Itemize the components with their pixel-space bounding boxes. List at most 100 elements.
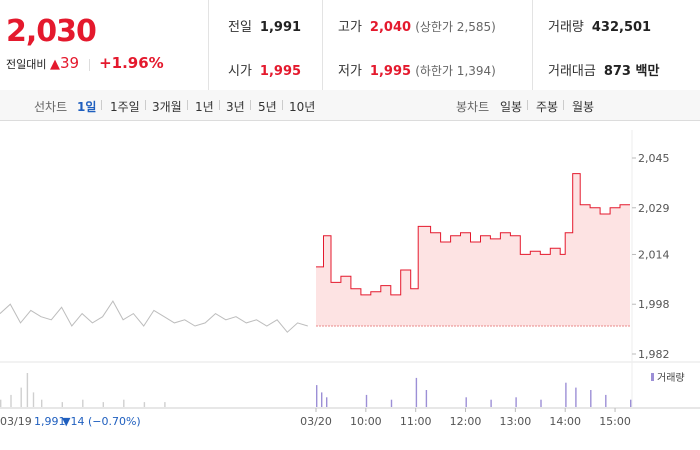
divider [101,100,102,110]
open-value: 1,995 [259,64,302,79]
tab-5y[interactable]: 5년 [258,100,277,114]
volume-label: 거래량 [548,20,584,35]
candle-chart-label: 봉차트 [456,100,490,114]
tab-3y[interactable]: 3년 [226,100,245,114]
x-tick-label: 13:00 [500,415,532,428]
divider [219,100,220,110]
up-triangle-icon: ▲ [49,57,60,72]
lower-limit: (하한가 1,394) [415,64,496,78]
prev-day-line [0,300,308,333]
volume-bar [515,397,517,407]
amount-value: 873 백만 [603,64,660,79]
divider [563,100,564,110]
y-tick-label: 2,045 [638,152,670,165]
low-stat: 저가 1,995 (하한가 1,394) [338,60,496,79]
y-tick-label: 1,982 [638,348,670,361]
volume-bar [465,397,467,407]
high-stat: 고가 2,040 (상한가 2,585) [338,16,496,35]
current-price: 2,030 [6,14,97,49]
tab-1d[interactable]: 1일 [77,100,97,114]
volume-bar [321,392,323,407]
chart-tab-bar: 선차트 1일 1주일 3개월 1년 3년 5년 10년 봉차트 일봉 주봉 월봉 [0,90,700,121]
x-tick-label: 12:00 [450,415,482,428]
change-row: 전일대비 ▲39 +1.96% [6,54,164,72]
volume-bar [365,394,368,407]
volume-bar [0,399,2,407]
tab-weekly-candle[interactable]: 주봉 [536,100,559,114]
volume-bar [565,382,567,407]
legend-swatch [651,373,654,381]
change-amount: 39 [59,54,80,72]
tab-3m[interactable]: 3개월 [152,100,182,114]
stock-summary: 2,030 전일대비 ▲39 +1.96% 전일 1,991 시가 1,995 고가… [0,0,700,91]
volume-bar [61,402,63,407]
volume-bar [102,402,104,407]
volume-bar [164,402,166,407]
prev-day-close: 1,991 [34,415,66,428]
open-stat: 시가 1,995 [228,60,301,79]
x-tick-label: 11:00 [400,415,432,428]
prev-day-change: ▼14 (−0.70%) [62,415,141,428]
x-tick-label: 15:00 [599,415,631,428]
open-label: 시가 [228,64,252,79]
change-label: 전일대비 [6,58,47,71]
amount-label: 거래대금 [548,64,596,79]
volume-bar [630,399,632,407]
x-tick-label: 10:00 [350,415,382,428]
volume-bar [605,394,607,407]
divider [527,100,528,110]
volume-bar [10,394,12,407]
upper-limit: (상한가 2,585) [415,20,496,34]
volume-bar [590,390,592,407]
volume-bar [390,399,393,407]
volume-bar [82,399,84,407]
y-tick-label: 1,998 [638,298,670,311]
divider [187,100,188,110]
prev-day-date: 03/19 [0,415,32,428]
tab-monthly-candle[interactable]: 월봉 [572,100,595,114]
divider [282,100,283,110]
volume-bar [20,387,22,407]
legend-label: 거래량 [657,372,685,384]
volume-bar [316,385,318,407]
y-tick-label: 2,014 [638,248,670,261]
today-price-line [316,173,630,296]
price-box: 2,030 전일대비 ▲39 +1.96% [0,0,209,90]
prev-close-value: 1,991 [259,20,302,35]
divider [322,0,323,90]
volume-bar [425,390,428,407]
y-tick-label: 2,029 [638,202,670,215]
volume-bar [143,402,146,407]
low-value: 1,995 [369,64,412,79]
x-tick-label: 03/20 [300,415,332,428]
change-percent: +1.96% [99,54,164,72]
divider [88,59,90,71]
volume-bar [41,399,43,407]
tab-1y[interactable]: 1년 [195,100,214,114]
high-label: 고가 [338,20,362,35]
tab-10y[interactable]: 10년 [289,100,316,114]
volume-bar [32,392,35,407]
prev-close-label: 전일 [228,20,252,35]
volume-bar [123,399,125,407]
tab-1w[interactable]: 1주일 [110,100,140,114]
divider [250,100,251,110]
volume-bar [540,399,542,407]
volume-value: 432,501 [591,20,652,35]
volume-bar [415,377,418,407]
volume-bar [490,399,492,407]
today-area-fill [316,173,630,326]
tab-daily-candle[interactable]: 일봉 [500,100,523,114]
prev-close-stat: 전일 1,991 [228,16,301,35]
divider [532,0,533,90]
x-tick-label: 14:00 [549,415,581,428]
volume-bar [326,397,328,407]
volume-bar [575,387,577,407]
volume-bar [26,373,29,407]
line-chart-label: 선차트 [34,100,68,114]
volume-stat: 거래량 432,501 [548,16,651,35]
low-label: 저가 [338,64,362,79]
divider [145,100,146,110]
high-value: 2,040 [369,20,412,35]
